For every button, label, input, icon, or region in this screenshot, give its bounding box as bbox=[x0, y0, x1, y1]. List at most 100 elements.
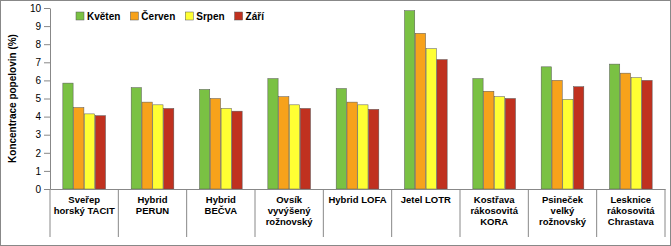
bar bbox=[473, 79, 483, 189]
y-tick: 3 bbox=[35, 129, 50, 140]
bar bbox=[221, 108, 231, 189]
x-tick-label-line: Chrastava bbox=[608, 216, 655, 227]
category-separator bbox=[255, 189, 256, 237]
bar bbox=[631, 78, 641, 189]
category-separator bbox=[528, 189, 529, 237]
x-tick-label: Sveřephorský TACIT bbox=[54, 194, 115, 216]
x-tick-label: LesknicerákosovitáChrastava bbox=[607, 194, 655, 227]
y-tick-label: 0 bbox=[35, 184, 41, 195]
y-tick: 4 bbox=[35, 111, 50, 122]
bar bbox=[484, 91, 494, 189]
y-tick-label: 4 bbox=[35, 111, 41, 122]
y-tick-mark bbox=[44, 189, 50, 190]
bar bbox=[210, 99, 220, 190]
y-axis-title: Koncentrace popelovin (%) bbox=[7, 34, 18, 163]
bars bbox=[63, 11, 652, 189]
x-tick-label-line: Jetel LOTR bbox=[401, 194, 451, 205]
legend-item: Květen bbox=[76, 11, 120, 22]
bar bbox=[95, 116, 105, 189]
bar bbox=[300, 108, 310, 189]
y-tick-mark bbox=[44, 80, 50, 81]
x-tick-label-line: Lesknice bbox=[610, 194, 651, 205]
y-tick: 10 bbox=[30, 3, 50, 14]
y-tick-label: 8 bbox=[35, 39, 41, 50]
bar bbox=[84, 114, 94, 189]
legend-item: Červen bbox=[130, 10, 175, 22]
y-tick: 7 bbox=[35, 57, 50, 68]
bar bbox=[63, 83, 73, 189]
bar bbox=[369, 109, 379, 189]
bar bbox=[153, 105, 163, 189]
x-tick-label: Psinečekvelkýrožnovský bbox=[539, 194, 587, 227]
legend: Květen Červen Srpen Září bbox=[76, 10, 265, 22]
x-tick-label-line: Hybrid LOFA bbox=[328, 194, 386, 205]
x-tick-label-line: Kostřava bbox=[474, 194, 515, 205]
x-tick-label: Jetel LOTR bbox=[401, 194, 451, 205]
legend-label: Září bbox=[246, 11, 266, 22]
bar bbox=[131, 88, 141, 189]
y-tick-mark bbox=[44, 171, 50, 172]
x-tick-label-line: Sveřep bbox=[68, 194, 100, 205]
category-separator bbox=[596, 189, 597, 237]
bar bbox=[426, 49, 436, 189]
bar bbox=[336, 89, 346, 189]
legend-swatch bbox=[235, 12, 243, 20]
x-tick-label: HybridPERUN bbox=[136, 194, 169, 216]
y-tick: 1 bbox=[35, 166, 50, 177]
category-separator bbox=[50, 189, 51, 237]
bar bbox=[610, 64, 620, 189]
x-tick-label-line: Hybrid bbox=[206, 194, 236, 205]
bar bbox=[437, 60, 447, 189]
x-axis: Sveřephorský TACITHybridPERUNHybridBEČVA… bbox=[50, 189, 666, 237]
bar bbox=[232, 111, 242, 189]
y-tick-mark bbox=[44, 8, 50, 9]
bar bbox=[279, 97, 289, 189]
x-tick-label-line: rákosovitá bbox=[470, 205, 518, 216]
category-separator bbox=[118, 189, 119, 237]
bar bbox=[415, 33, 425, 189]
x-tick-label: HybridBEČVA bbox=[205, 194, 238, 216]
legend-label: Květen bbox=[87, 11, 120, 22]
legend-item: Září bbox=[235, 11, 266, 22]
legend-label: Srpen bbox=[196, 11, 224, 22]
x-tick-label: Ovsíkvyvýšenýrožnovský bbox=[266, 194, 314, 227]
series-bars bbox=[63, 11, 620, 189]
x-tick-label-line: PERUN bbox=[136, 205, 169, 216]
y-tick: 8 bbox=[35, 39, 50, 50]
bar bbox=[620, 73, 630, 189]
y-tick-mark bbox=[44, 26, 50, 27]
x-tick-label-line: rožnovský bbox=[266, 216, 314, 227]
legend-swatch bbox=[76, 12, 84, 20]
x-tick-label-line: Hybrid bbox=[137, 194, 167, 205]
bar bbox=[74, 108, 84, 189]
y-tick: 0 bbox=[35, 184, 50, 195]
y-tick-mark bbox=[44, 99, 50, 100]
x-tick-label-line: vyvýšený bbox=[268, 205, 312, 216]
plot: 012345678910Sveřephorský TACITHybridPERU… bbox=[30, 3, 666, 237]
bar bbox=[164, 108, 174, 189]
y-tick-label: 9 bbox=[35, 21, 41, 32]
series-bars bbox=[84, 49, 641, 189]
x-tick-label-line: rákosovitá bbox=[607, 205, 655, 216]
bar bbox=[405, 11, 415, 189]
series-bars bbox=[74, 33, 631, 189]
series-bars bbox=[95, 60, 652, 189]
bar bbox=[552, 80, 562, 189]
bar bbox=[142, 102, 152, 189]
y-axis: 012345678910 bbox=[30, 3, 51, 195]
bar bbox=[541, 67, 551, 189]
category-separator bbox=[391, 189, 392, 237]
legend-item: Srpen bbox=[185, 11, 224, 22]
y-tick-label: 10 bbox=[30, 3, 42, 14]
y-tick-label: 2 bbox=[35, 148, 41, 159]
y-tick-mark bbox=[44, 135, 50, 136]
category-separator bbox=[323, 189, 324, 237]
y-tick-mark bbox=[44, 153, 50, 154]
x-tick-label-line: horský TACIT bbox=[54, 205, 115, 216]
y-tick-label: 6 bbox=[35, 75, 41, 86]
bar bbox=[505, 99, 515, 190]
y-tick-label: 7 bbox=[35, 57, 41, 68]
legend-swatch bbox=[130, 12, 138, 20]
x-axis-line bbox=[51, 189, 666, 190]
y-tick-label: 3 bbox=[35, 129, 41, 140]
